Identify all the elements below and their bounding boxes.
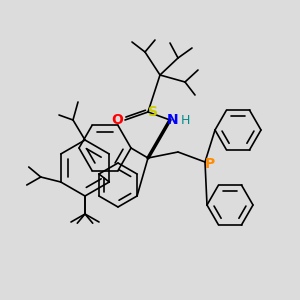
Text: O: O [111,113,123,127]
Text: N: N [167,113,179,127]
Text: P: P [205,157,215,171]
Text: S: S [148,105,158,119]
Text: H: H [180,113,190,127]
